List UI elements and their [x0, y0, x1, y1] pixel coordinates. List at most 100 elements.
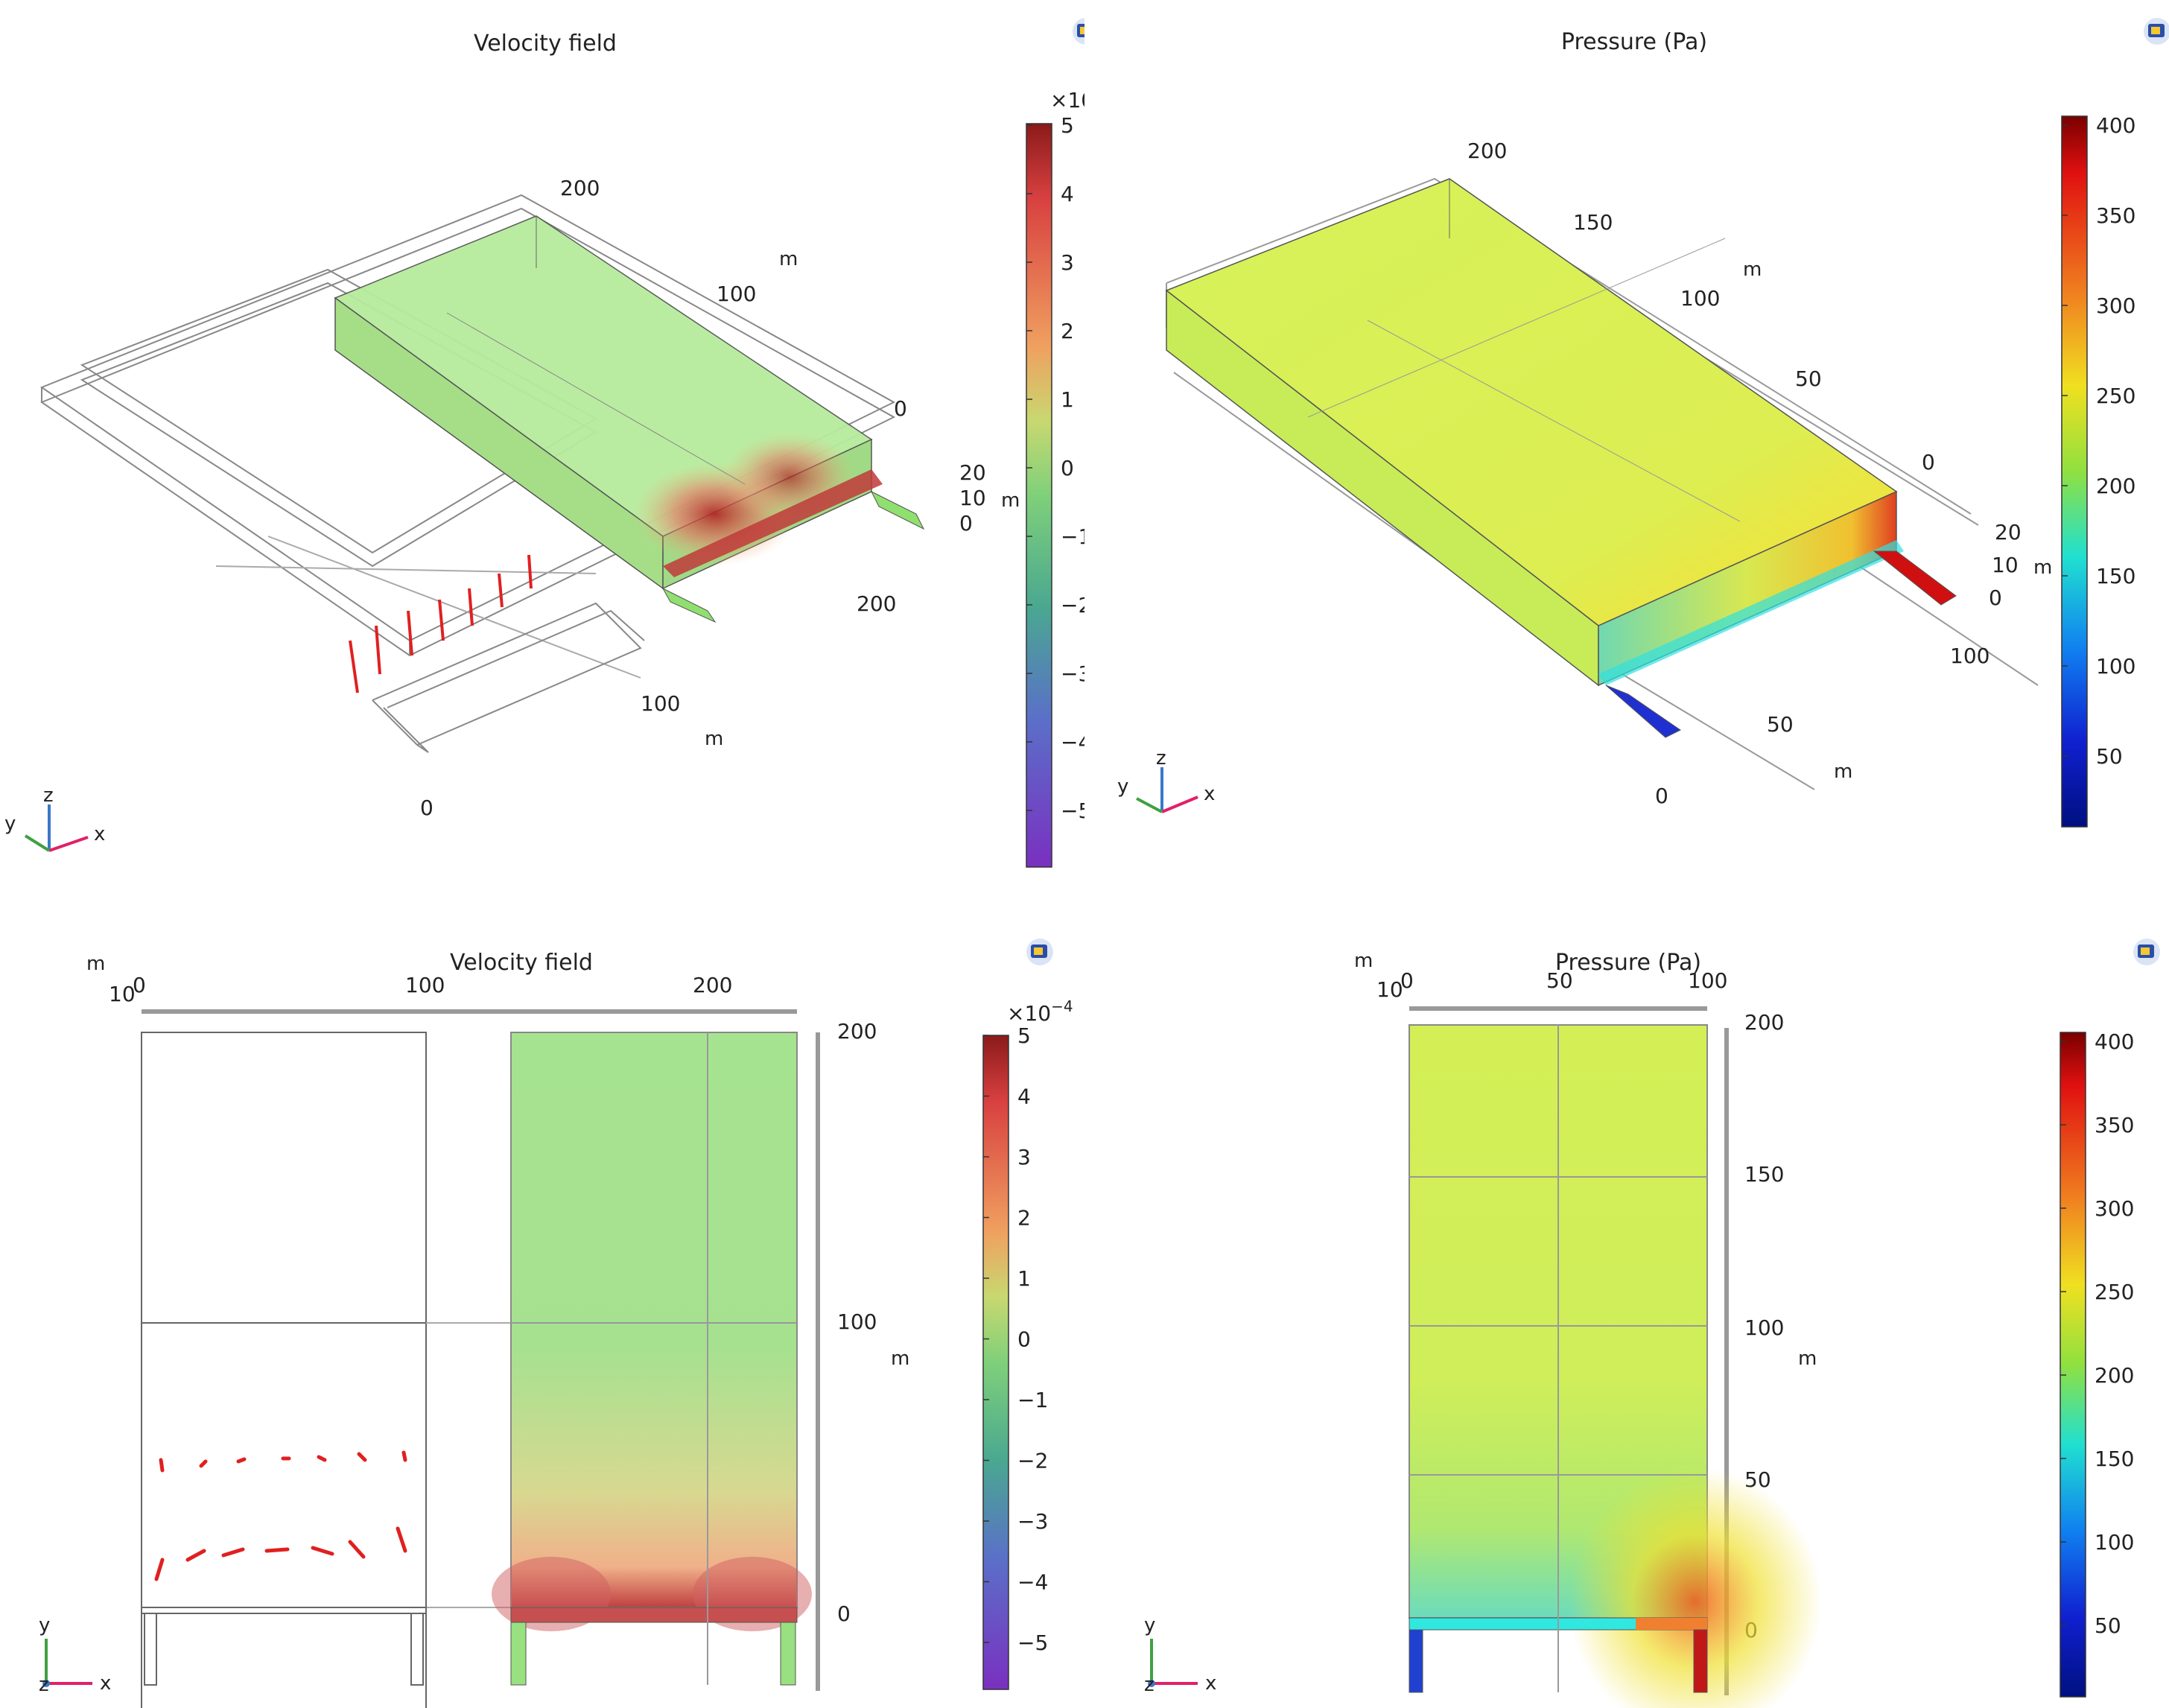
colorbar-tick-label: −2	[1017, 1449, 1048, 1473]
svg-text:z: z	[39, 1674, 49, 1696]
colorbar-tick-label: 4	[1061, 182, 1074, 206]
velocity-colorbar: ×10−4 5 4 3 2 1 0 −1 −2 −3 −4 −5	[1026, 84, 1084, 868]
velocity-domain-3d	[334, 215, 925, 623]
comsol-logo-icon	[1073, 18, 1084, 45]
velocity-3d-panel: Velocity field	[0, 0, 1084, 886]
pressure-3d-ytick-200: 200	[1467, 139, 1507, 163]
pressure-3d-xtick-50: 50	[1767, 712, 1794, 737]
velocity-top-panel: Velocity field m 10 0 100 200 200 100 0 …	[0, 886, 1084, 1708]
velocity-3d-xtick-200: 200	[857, 591, 896, 616]
pressure-top-ytick-100: 100	[1744, 1315, 1784, 1340]
velocity-3d-ytick-0: 0	[894, 396, 907, 421]
svg-text:z: z	[43, 784, 54, 807]
colorbar-tick-label: −4	[1061, 730, 1084, 755]
velocity-top-unit-corner: m	[86, 953, 105, 975]
pressure-3d-zunit: m	[2033, 556, 2052, 579]
pressure-top-xtick-0: 0	[1400, 968, 1414, 993]
pressure-3d-yunit: m	[1743, 258, 1762, 281]
velocity-3d-xunit: m	[705, 728, 723, 750]
velocity-top-yunit: m	[891, 1347, 909, 1370]
colorbar-tick-label: 100	[2095, 1530, 2134, 1555]
colorbar-tick-label: 5	[1061, 113, 1074, 138]
axis-triad: z x y	[1117, 747, 1215, 813]
svg-text:x: x	[1204, 783, 1215, 805]
colorbar-tick-label: 0	[1061, 456, 1074, 480]
velocity-3d-ztick-10: 10	[959, 486, 986, 510]
velocity-top-corner-label: 10	[109, 982, 136, 1006]
wireframe-domain	[39, 194, 896, 753]
wireframe-domain	[141, 1032, 511, 1708]
velocity-3d-ztick-0: 0	[959, 511, 973, 536]
colorbar-tick-label: 50	[2095, 1613, 2121, 1638]
colorbar-tick-label: −2	[1061, 593, 1084, 618]
pressure-top-unit-corner: m	[1354, 950, 1373, 972]
velocity-top-ytick-100: 100	[837, 1309, 877, 1334]
velocity-3d-xtick-0: 0	[420, 796, 434, 820]
velocity-3d-ztick-20: 20	[959, 460, 986, 485]
svg-text:y: y	[39, 1614, 50, 1636]
comsol-logo-icon	[1026, 939, 1053, 965]
velocity-colorbar: ×10−4 5 4 3 2 1 0 −1 −2 −3 −4 −5	[982, 997, 1073, 1690]
colorbar-tick-label: 250	[2095, 1280, 2134, 1304]
colorbar-tick-label: 300	[2095, 1196, 2134, 1221]
velocity-3d-ytick-200: 200	[560, 176, 600, 200]
pressure-top-panel: Pressure (Pa) m 10 0 50 100 200 150 100 …	[1084, 886, 2169, 1708]
svg-text:×10−4: ×10−4	[1050, 84, 1084, 112]
velocity-3d-yunit: m	[779, 248, 798, 270]
colorbar-tick-label: −1	[1061, 524, 1084, 549]
svg-text:x: x	[94, 823, 105, 845]
svg-text:z: z	[1144, 1674, 1155, 1696]
colorbar-tick-label: 1	[1017, 1266, 1031, 1291]
svg-text:y: y	[1117, 775, 1128, 798]
svg-text:×10−4: ×10−4	[1007, 997, 1073, 1026]
colorbar-tick-label: 150	[2096, 564, 2135, 588]
pressure-3d-ytick-50: 50	[1795, 366, 1822, 391]
velocity-top-xtick-0: 0	[133, 973, 146, 997]
velocity-top-xtick-100: 100	[405, 973, 445, 997]
velocity-top-title: Velocity field	[450, 950, 593, 976]
colorbar-tick-label: −1	[1017, 1388, 1048, 1412]
velocity-arrows	[154, 1450, 407, 1581]
velocity-top-ytick-200: 200	[837, 1019, 877, 1044]
pressure-3d-ztick-10: 10	[1992, 553, 2019, 577]
pressure-3d-ytick-150: 150	[1573, 210, 1613, 235]
pressure-top-ytick-200: 200	[1744, 1010, 1784, 1035]
colorbar-tick-label: 4	[1017, 1085, 1031, 1109]
colorbar-tick-label: 350	[2095, 1113, 2134, 1137]
colorbar-tick-label: 2	[1061, 319, 1074, 343]
pressure-3d-xunit: m	[1834, 761, 1852, 783]
colorbar-tick-label: 400	[2095, 1029, 2134, 1054]
pressure-3d-ztick-20: 20	[1995, 520, 2022, 545]
velocity-3d-zunit: m	[1001, 489, 1020, 512]
colorbar-tick-label: 3	[1061, 250, 1074, 275]
velocity-top-xtick-200: 200	[693, 973, 732, 997]
velocity-domain-top	[492, 1032, 812, 1686]
colorbar-tick-label: 5	[1017, 1023, 1031, 1048]
pressure-3d-xtick-0: 0	[1655, 784, 1668, 808]
pressure-domain-top	[1409, 1024, 1822, 1708]
colorbar-tick-label: 0	[1017, 1327, 1031, 1352]
pressure-3d-xtick-100: 100	[1950, 644, 1989, 668]
pressure-3d-ytick-0: 0	[1922, 450, 1935, 474]
colorbar-tick-label: 200	[2096, 474, 2135, 498]
pressure-top-corner-label: 10	[1376, 977, 1403, 1002]
axis-triad: y x z	[1144, 1614, 1216, 1696]
colorbar-tick-label: 200	[2095, 1363, 2134, 1388]
velocity-arrows	[349, 554, 533, 693]
colorbar-tick-label: 50	[2096, 744, 2123, 769]
colorbar-tick-label: 400	[2096, 113, 2135, 138]
pressure-top-yunit: m	[1798, 1347, 1817, 1370]
velocity-3d-ytick-100: 100	[717, 282, 756, 306]
pressure-domain-3d	[1165, 178, 1957, 738]
axis-triad: z x y	[4, 784, 105, 852]
pressure-3d-ytick-100: 100	[1680, 286, 1720, 311]
colorbar-tick-label: −3	[1017, 1509, 1048, 1534]
velocity-3d-xtick-100: 100	[641, 691, 680, 716]
pressure-3d-title: Pressure (Pa)	[1561, 29, 1707, 55]
colorbar-tick-label: −5	[1017, 1631, 1048, 1655]
colorbar-tick-label: 100	[2096, 654, 2135, 679]
colorbar-tick-label: −4	[1017, 1570, 1048, 1595]
svg-text:z: z	[1156, 747, 1166, 769]
svg-text:y: y	[1144, 1614, 1155, 1636]
pressure-top-ytick-150: 150	[1744, 1162, 1784, 1187]
